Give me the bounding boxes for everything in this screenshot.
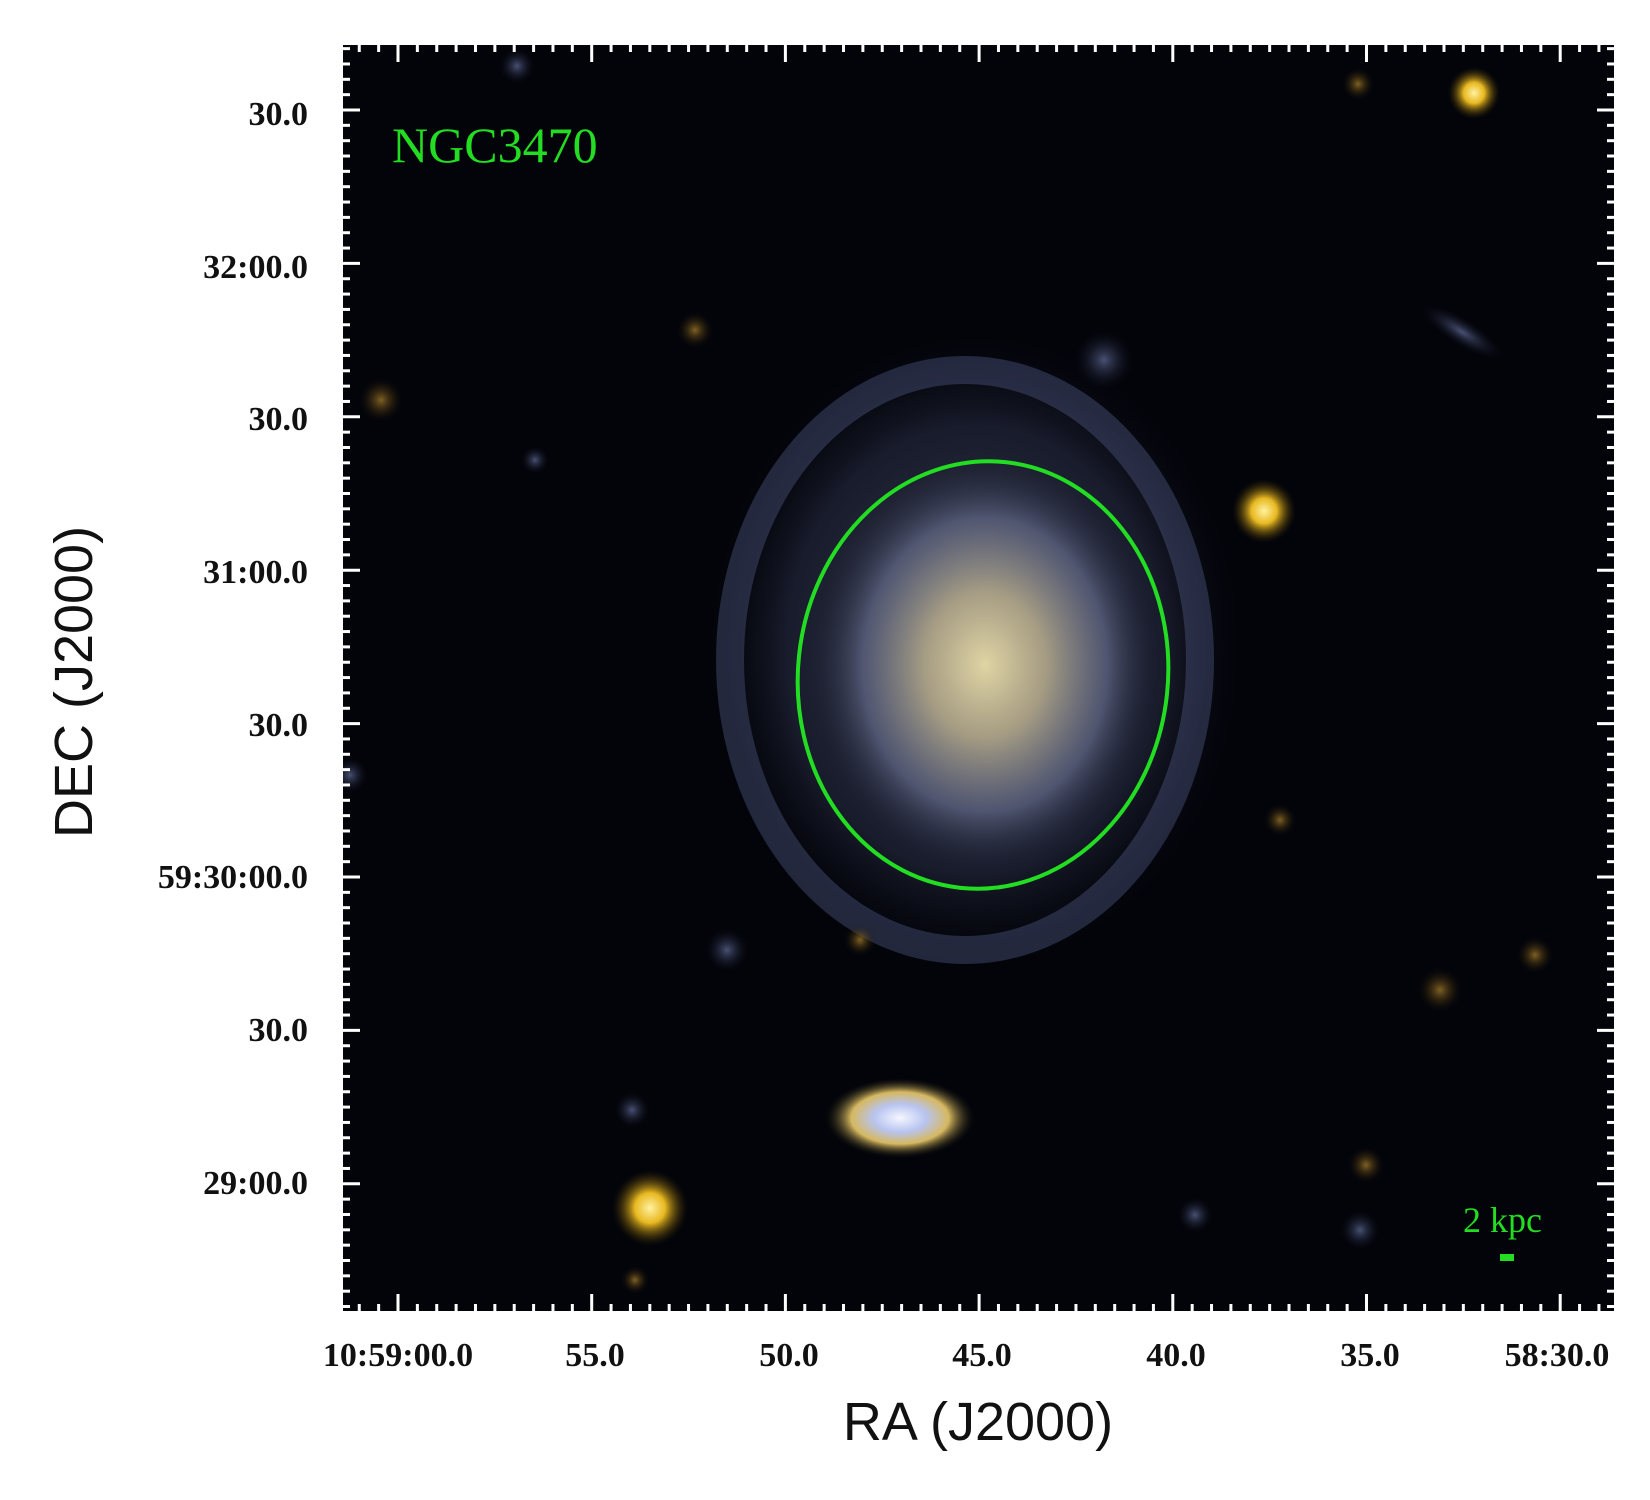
scale-bar: [1500, 1254, 1514, 1261]
faint-source: [359, 378, 403, 422]
x-tick-label: 10:59:00.0: [323, 1337, 473, 1374]
tick-marks: [342, 44, 1615, 1312]
y-tick-label: 30.0: [249, 1012, 309, 1049]
x-tick-label: 45.0: [952, 1337, 1012, 1374]
y-tick-label: 31:00.0: [203, 554, 308, 591]
sky-image: [342, 44, 1615, 1312]
x-axis-title: RA (J2000): [843, 1392, 1113, 1452]
faint-source: [1348, 1147, 1384, 1183]
y-axis-title: DEC (J2000): [44, 526, 104, 838]
galaxy-name-label: NGC3470: [392, 117, 598, 173]
faint-source: [521, 446, 549, 474]
x-tick-label: 50.0: [759, 1337, 819, 1374]
faint-source: [499, 48, 535, 84]
x-tick-label: 40.0: [1146, 1337, 1206, 1374]
bright-star: [1232, 479, 1296, 543]
faint-source: [705, 928, 749, 972]
y-tick-label: 30.0: [249, 707, 309, 744]
y-tick-label: 30.0: [249, 96, 309, 133]
faint-source: [677, 312, 713, 348]
image-frame: [341, 43, 1616, 1313]
aperture-ellipse: [795, 459, 1171, 891]
y-tick-label: 32:00.0: [203, 249, 308, 286]
bright-star: [1448, 67, 1500, 119]
bright-star: [612, 1170, 688, 1246]
x-tick-label: 55.0: [565, 1337, 625, 1374]
edge-on-galaxy: [1420, 303, 1504, 361]
faint-source: [1074, 330, 1134, 390]
faint-source: [1418, 968, 1462, 1012]
y-tick-labels: 30.0 32:00.0 30.0 31:00.0 30.0 59:30:00.…: [158, 96, 308, 1202]
galaxy-spiral-arm: [716, 356, 1214, 964]
faint-source: [1517, 937, 1553, 973]
x-tick-label: 35.0: [1340, 1337, 1400, 1374]
x-tick-labels: 10:59:00.0 55.0 50.0 45.0 40.0 35.0 58:3…: [323, 1337, 1609, 1374]
faint-source: [1342, 68, 1374, 100]
faint-source: [342, 757, 368, 793]
faint-source: [1340, 1210, 1380, 1250]
scale-bar-label: 2 kpc: [1463, 1200, 1542, 1240]
y-tick-label: 59:30:00.0: [158, 859, 308, 896]
y-tick-label: 30.0: [249, 401, 309, 438]
faint-source: [1264, 804, 1296, 836]
y-tick-label: 29:00.0: [203, 1165, 308, 1202]
galaxy-inner-disk: [810, 455, 1160, 875]
companion-galaxy: [825, 1078, 975, 1158]
faint-source: [1177, 1197, 1213, 1233]
faint-source: [844, 924, 876, 956]
x-tick-label: 58:30.0: [1505, 1337, 1610, 1374]
faint-source: [621, 1266, 649, 1294]
faint-source: [614, 1092, 650, 1128]
